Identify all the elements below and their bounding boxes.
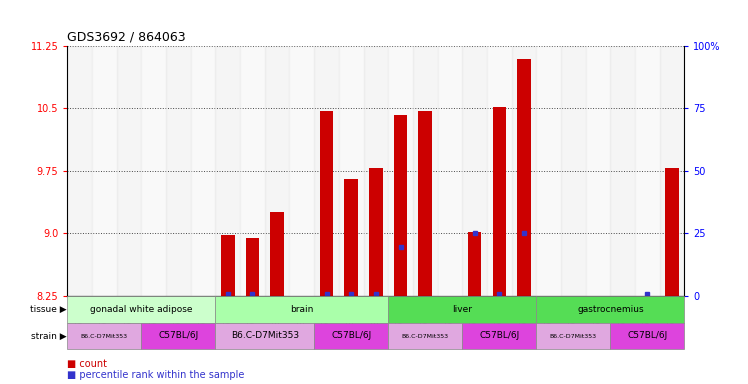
Text: B6.C-D7Mit353: B6.C-D7Mit353: [81, 333, 128, 339]
Bar: [339, 46, 364, 296]
Bar: [265, 46, 289, 296]
Text: liver: liver: [453, 305, 472, 314]
Bar: [221, 235, 235, 296]
Bar: [492, 107, 506, 296]
Bar: [388, 46, 413, 296]
Bar: [289, 46, 314, 296]
Text: ■ count: ■ count: [67, 359, 107, 369]
Text: B6.C-D7Mit353: B6.C-D7Mit353: [230, 331, 299, 341]
Bar: [117, 46, 141, 296]
Bar: [665, 169, 679, 296]
Bar: [369, 169, 383, 296]
Bar: [635, 46, 660, 296]
Bar: [536, 323, 610, 349]
Bar: [215, 46, 240, 296]
Bar: [610, 46, 635, 296]
Text: B6.C-D7Mit353: B6.C-D7Mit353: [402, 333, 449, 339]
Bar: [517, 59, 531, 296]
Bar: [270, 212, 284, 296]
Text: gonadal white adipose: gonadal white adipose: [90, 305, 193, 314]
Text: C57BL/6J: C57BL/6J: [479, 331, 519, 341]
Text: brain: brain: [290, 305, 313, 314]
Bar: [487, 46, 512, 296]
Bar: [67, 46, 92, 296]
Bar: [240, 46, 265, 296]
Text: ■ percentile rank within the sample: ■ percentile rank within the sample: [67, 370, 245, 380]
Bar: [166, 46, 191, 296]
Text: tissue ▶: tissue ▶: [30, 305, 67, 314]
Bar: [393, 115, 408, 296]
Bar: [660, 46, 684, 296]
Bar: [245, 238, 260, 296]
Bar: [215, 323, 314, 349]
Text: strain ▶: strain ▶: [31, 331, 67, 341]
Bar: [314, 323, 388, 349]
Bar: [468, 232, 482, 296]
Bar: [512, 46, 536, 296]
Text: C57BL/6J: C57BL/6J: [331, 331, 371, 341]
Bar: [536, 296, 684, 323]
Bar: [388, 323, 462, 349]
Text: gastrocnemius: gastrocnemius: [577, 305, 644, 314]
Bar: [438, 46, 462, 296]
Bar: [191, 46, 215, 296]
Bar: [536, 46, 561, 296]
Bar: [413, 46, 438, 296]
Bar: [314, 46, 339, 296]
Bar: [92, 46, 117, 296]
Bar: [388, 296, 536, 323]
Bar: [586, 46, 610, 296]
Bar: [215, 296, 388, 323]
Bar: [364, 46, 388, 296]
Bar: [67, 296, 215, 323]
Text: C57BL/6J: C57BL/6J: [159, 331, 198, 341]
Bar: [610, 323, 684, 349]
Bar: [319, 111, 334, 296]
Text: B6.C-D7Mit353: B6.C-D7Mit353: [550, 333, 597, 339]
Bar: [141, 46, 166, 296]
Bar: [344, 179, 358, 296]
Bar: [418, 111, 432, 296]
Bar: [561, 46, 586, 296]
Text: GDS3692 / 864063: GDS3692 / 864063: [67, 30, 186, 43]
Bar: [462, 323, 536, 349]
Text: C57BL/6J: C57BL/6J: [628, 331, 667, 341]
Bar: [141, 323, 215, 349]
Bar: [67, 323, 141, 349]
Bar: [462, 46, 487, 296]
